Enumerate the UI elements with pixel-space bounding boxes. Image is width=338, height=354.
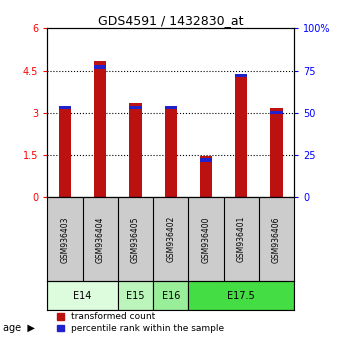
Text: E15: E15 bbox=[126, 291, 145, 301]
Text: GSM936406: GSM936406 bbox=[272, 216, 281, 263]
Legend: transformed count, percentile rank within the sample: transformed count, percentile rank withi… bbox=[57, 313, 224, 333]
Text: age  ▶: age ▶ bbox=[3, 323, 35, 333]
Bar bbox=[47, 281, 118, 310]
Bar bbox=[235, 74, 247, 77]
Text: GSM936404: GSM936404 bbox=[96, 216, 105, 263]
Bar bbox=[270, 111, 283, 114]
Text: GSM936403: GSM936403 bbox=[61, 216, 69, 263]
Bar bbox=[129, 103, 142, 197]
Text: E16: E16 bbox=[162, 291, 180, 301]
Text: GSM936402: GSM936402 bbox=[166, 216, 175, 262]
Title: GDS4591 / 1432830_at: GDS4591 / 1432830_at bbox=[98, 14, 243, 27]
Bar bbox=[200, 156, 212, 197]
Bar bbox=[165, 106, 177, 109]
Bar bbox=[94, 65, 106, 69]
Bar bbox=[235, 74, 247, 197]
Bar bbox=[129, 106, 142, 109]
Bar bbox=[153, 281, 188, 310]
Bar bbox=[188, 281, 294, 310]
Bar bbox=[118, 281, 153, 310]
Bar bbox=[59, 106, 71, 197]
Text: E14: E14 bbox=[73, 291, 92, 301]
Text: GSM936400: GSM936400 bbox=[201, 216, 211, 263]
Bar bbox=[94, 61, 106, 197]
Text: GSM936405: GSM936405 bbox=[131, 216, 140, 263]
Bar bbox=[200, 158, 212, 162]
Bar bbox=[165, 107, 177, 197]
Bar bbox=[270, 108, 283, 197]
Bar bbox=[59, 106, 71, 109]
Text: E17.5: E17.5 bbox=[227, 291, 255, 301]
Text: GSM936401: GSM936401 bbox=[237, 216, 246, 262]
